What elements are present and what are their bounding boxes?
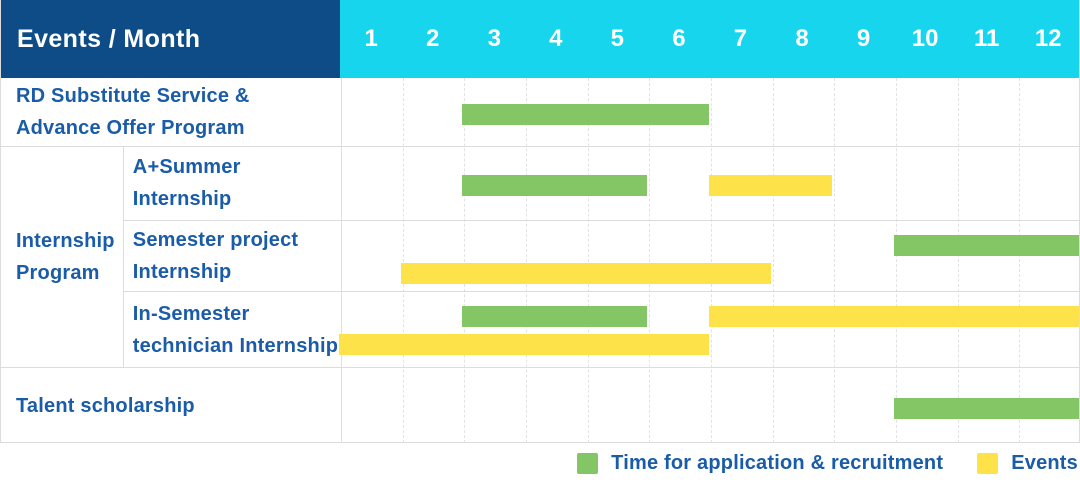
month-header-1: 1	[364, 25, 378, 52]
group-label-internship-program: Internship Program	[1, 147, 124, 367]
row-chart-area	[339, 78, 1079, 146]
table-row: Semester project Internship	[123, 221, 1079, 293]
events-swatch-icon	[977, 453, 999, 474]
month-header-5: 5	[610, 25, 625, 52]
header-title: Events / Month	[1, 0, 341, 78]
month-header-2: 2	[426, 25, 440, 52]
table-body: RD Substitute Service & Advance Offer Pr…	[1, 78, 1079, 443]
table-header: Events / Month 1 2 3 4 5 6 7 8 9 10 11 1…	[1, 0, 1079, 78]
internship-program-subrows: A+Summer Internship Semester project Int…	[123, 147, 1079, 367]
row-label-talent-scholarship: Talent scholarship	[16, 394, 195, 417]
recruitment-bar	[894, 234, 1079, 256]
event-bar	[709, 175, 833, 197]
row-chart-area	[339, 221, 1079, 292]
month-gridlines	[341, 78, 1080, 443]
month-header-7: 7	[733, 25, 748, 52]
table-row: In-Semester technician Internship	[124, 292, 1079, 367]
month-header-10: 10	[911, 25, 939, 52]
table-row: A+Summer Internship	[123, 147, 1079, 221]
event-bar	[709, 306, 1079, 328]
recruitment-bar	[462, 306, 648, 328]
recruitment-swatch-icon	[577, 453, 599, 474]
month-header-12: 12	[1034, 25, 1062, 52]
table-row: RD Substitute Service & Advance Offer Pr…	[1, 78, 1079, 147]
legend-label-events: Events	[1011, 452, 1078, 474]
row-label-semester-project-internship: Semester project Internship	[132, 229, 299, 283]
month-header-6: 6	[672, 25, 686, 52]
row-chart-area	[339, 292, 1079, 367]
legend-item-recruitment: Time for application & recruitment	[577, 452, 943, 475]
month-header-4: 4	[549, 25, 563, 52]
row-chart-area	[339, 368, 1079, 443]
event-bar	[400, 262, 771, 284]
row-label-in-semester-technician-internship: In-Semester technician Internship	[132, 302, 339, 357]
table-row: Talent scholarship	[1, 368, 1079, 443]
month-header-9: 9	[856, 25, 871, 52]
row-label-a-plus-summer-internship: A+Summer Internship	[132, 156, 241, 211]
month-header-row: 1 2 3 4 5 6 7 8 9 10 11 12	[340, 0, 1079, 78]
legend: Time for application & recruitment Event…	[577, 452, 1078, 475]
recruitment-bar	[894, 397, 1079, 419]
gantt-table: Events / Month 1 2 3 4 5 6 7 8 9 10 11 1…	[0, 0, 1080, 443]
month-header-3: 3	[487, 25, 501, 52]
recruitment-bar	[462, 104, 709, 125]
row-chart-area	[339, 147, 1079, 220]
month-header-8: 8	[795, 25, 809, 52]
recruitment-bar	[462, 175, 648, 197]
legend-item-events: Events	[977, 452, 1078, 475]
legend-label-recruitment: Time for application & recruitment	[611, 452, 944, 474]
internship-program-group: Internship Program A+Summer Internship	[1, 147, 1079, 368]
event-bar	[339, 334, 709, 356]
row-label-rd-substitute-service: RD Substitute Service & Advance Offer Pr…	[16, 85, 250, 139]
month-header-11: 11	[973, 25, 1000, 52]
